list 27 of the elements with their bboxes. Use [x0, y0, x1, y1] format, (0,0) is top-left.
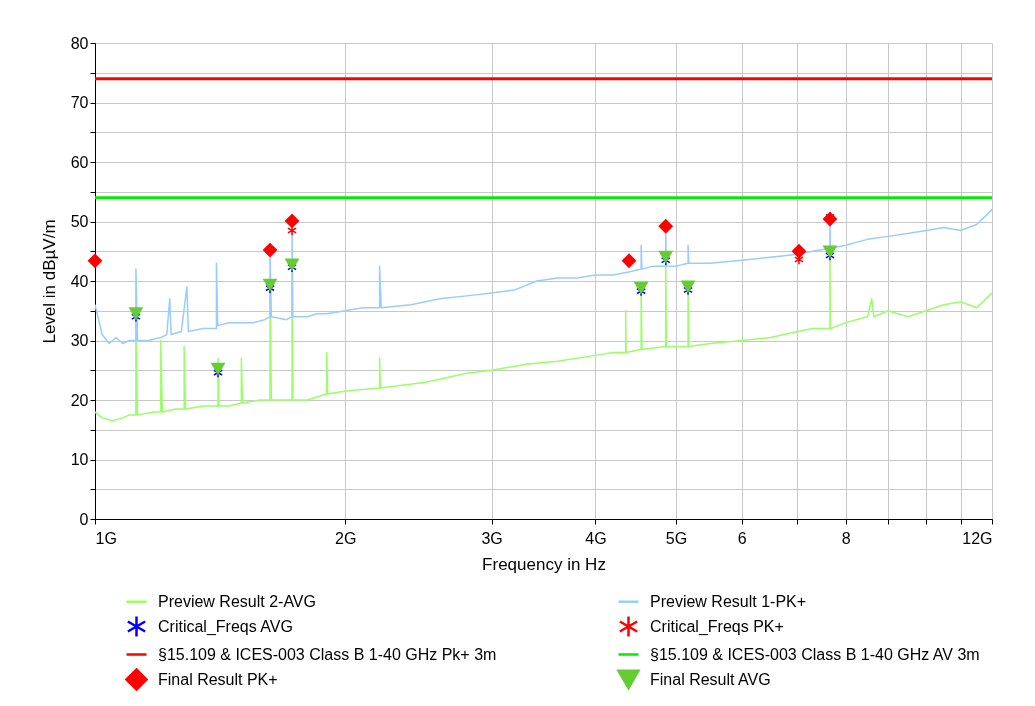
y-tick-label: 0	[79, 510, 89, 528]
y-tick-label: 70	[70, 94, 89, 111]
y-tick-label: 20	[70, 391, 89, 409]
legend-label: Preview Result 1-PK+	[650, 592, 807, 610]
legend-label: §15.109 & ICES-003 Class B 1-40 GHz Pk+ 3m	[158, 645, 497, 663]
y-tick-label: 60	[70, 153, 89, 171]
legend-label: Preview Result 2-AVG	[158, 592, 316, 610]
x-tick-label: 2G	[335, 529, 357, 547]
y-tick-label: 80	[70, 34, 89, 52]
x-axis-title: Frequency in Hz	[482, 554, 606, 574]
legend-label: Final Result PK+	[158, 670, 278, 688]
y-tick-label: 30	[70, 332, 89, 349]
x-tick-label: 8	[841, 529, 851, 547]
y-tick-label: 40	[70, 272, 89, 290]
x-tick-label: 6	[737, 529, 747, 547]
x-tick-label: 4G	[585, 529, 607, 547]
y-tick-label: 10	[70, 451, 89, 468]
x-tick-label: 5G	[665, 529, 688, 547]
x-tick-label: 12G	[962, 529, 993, 547]
legend-label: Final Result AVG	[650, 670, 771, 688]
x-tick-label: 1G	[95, 529, 117, 547]
legend-label: §15.109 & ICES-003 Class B 1-40 GHz AV 3m	[650, 645, 980, 663]
y-tick-label: 50	[70, 213, 89, 230]
legend-label: Critical_Freqs PK+	[650, 617, 784, 636]
legend-label: Critical_Freqs AVG	[158, 617, 293, 636]
x-tick-label: 3G	[481, 529, 503, 547]
y-axis-title: Level in dBµV/m	[39, 219, 59, 344]
